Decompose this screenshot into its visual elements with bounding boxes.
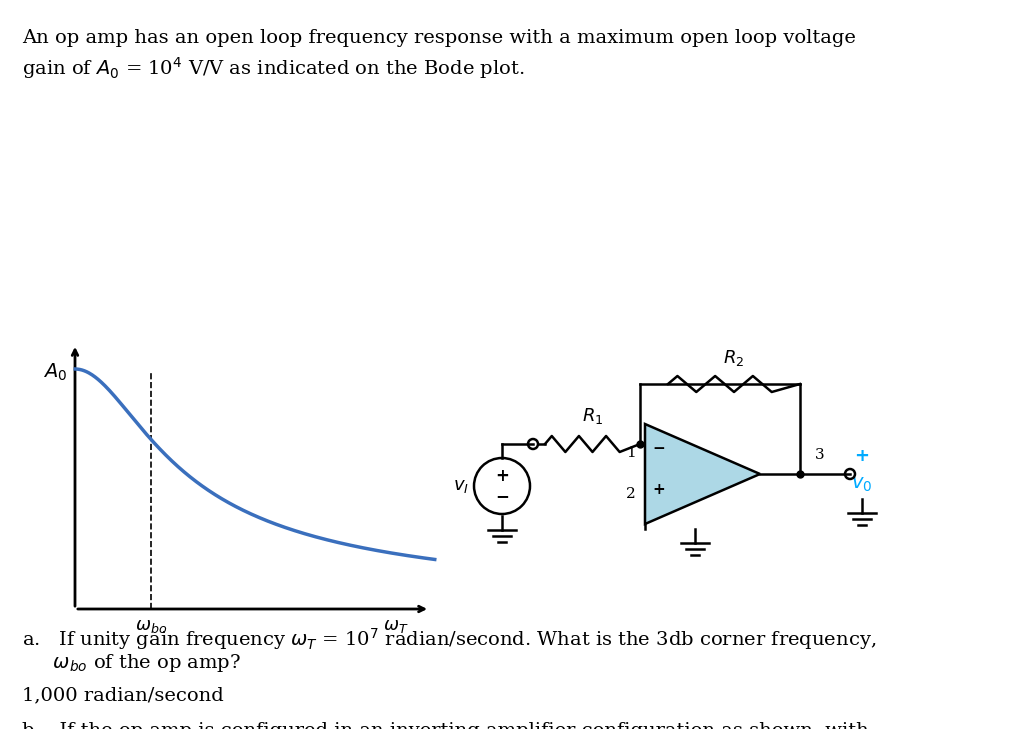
Text: a.   If unity gain frequency $\omega_T$ = 10$^7$ radian/second. What is the 3db : a. If unity gain frequency $\omega_T$ = … (22, 626, 877, 652)
Text: 3: 3 (815, 448, 824, 462)
Text: $\mathit{R_2}$: $\mathit{R_2}$ (723, 348, 744, 368)
Text: $\mathit{v_0}$: $\mathit{v_0}$ (851, 476, 872, 494)
Text: $\omega_T$: $\omega_T$ (383, 617, 409, 635)
Polygon shape (645, 424, 760, 524)
Text: +: + (652, 483, 666, 497)
Text: +: + (495, 467, 509, 485)
Text: 1: 1 (626, 446, 636, 460)
Text: An op amp has an open loop frequency response with a maximum open loop voltage: An op amp has an open loop frequency res… (22, 29, 856, 47)
Text: $\omega_{bo}$ of the op amp?: $\omega_{bo}$ of the op amp? (22, 652, 241, 674)
Text: 1,000 radian/second: 1,000 radian/second (22, 686, 224, 704)
Text: $\omega_{bo}$: $\omega_{bo}$ (135, 617, 167, 635)
Text: −: − (495, 487, 509, 505)
Text: 2: 2 (626, 487, 636, 501)
Text: $\mathit{R_1}$: $\mathit{R_1}$ (582, 406, 603, 426)
Text: $\mathit{v_I}$: $\mathit{v_I}$ (453, 477, 469, 495)
Text: +: + (854, 447, 869, 465)
Text: b.   If the op amp is configured in an inverting amplifier configuration as show: b. If the op amp is configured in an inv… (22, 722, 868, 729)
Text: $\mathit{A_0}$: $\mathit{A_0}$ (43, 362, 67, 383)
Text: −: − (652, 440, 666, 456)
Text: gain of $\mathit{A_0}$ = 10$^4$ V/V as indicated on the Bode plot.: gain of $\mathit{A_0}$ = 10$^4$ V/V as i… (22, 55, 524, 81)
